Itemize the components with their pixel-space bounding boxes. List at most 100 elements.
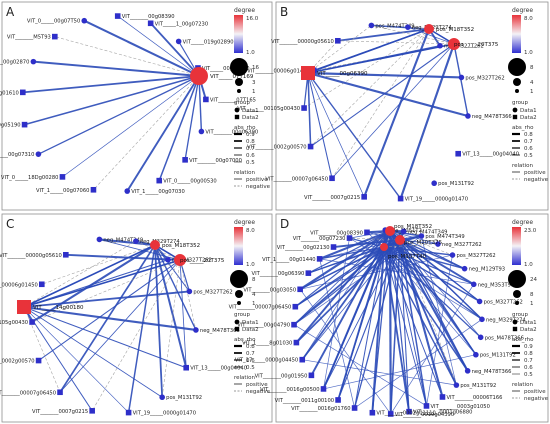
square-node[interactable] (297, 286, 303, 293)
square-node[interactable] (423, 403, 430, 409)
legend-relation-positive: positive (524, 389, 546, 395)
square-node[interactable] (57, 389, 63, 396)
square-node[interactable] (20, 89, 26, 96)
square-node[interactable] (301, 105, 307, 111)
network-edge (407, 26, 455, 45)
square-node[interactable] (125, 409, 132, 416)
square-node[interactable] (305, 270, 312, 276)
circle-node[interactable] (453, 382, 460, 388)
square-node[interactable] (299, 356, 306, 363)
square-node[interactable] (293, 339, 300, 346)
circle-node[interactable] (464, 368, 471, 374)
square-node[interactable] (455, 150, 461, 157)
circle-node[interactable] (461, 265, 468, 272)
square-node[interactable] (387, 411, 394, 417)
circle-node[interactable] (473, 351, 479, 358)
circle-node[interactable] (159, 394, 165, 401)
hub-node[interactable] (385, 226, 395, 236)
node-label: VIT_0_____00g00530 (163, 179, 217, 185)
circle-node[interactable] (405, 24, 411, 30)
square-node[interactable] (291, 321, 297, 328)
legend-size-dot (235, 290, 243, 298)
circle-node[interactable] (124, 188, 131, 194)
square-node[interactable] (21, 121, 28, 128)
legend-relation-negative: negative (246, 389, 271, 395)
circle-node[interactable] (30, 58, 37, 65)
circle-node[interactable] (35, 151, 42, 157)
square-node[interactable] (292, 303, 299, 310)
circle-node[interactable] (96, 236, 103, 243)
square-node[interactable] (335, 397, 341, 403)
square-node[interactable] (156, 177, 163, 184)
circle-node[interactable] (477, 334, 484, 341)
square-node[interactable] (89, 408, 95, 414)
circle-node[interactable] (368, 22, 375, 29)
square-node[interactable] (330, 244, 337, 250)
square-node[interactable] (307, 143, 314, 150)
hub-node[interactable] (424, 24, 434, 34)
circle-node[interactable] (175, 38, 182, 45)
circle-node[interactable] (400, 228, 407, 235)
square-node[interactable] (369, 409, 376, 416)
hub-node[interactable] (190, 67, 208, 85)
circle-node[interactable] (418, 233, 425, 239)
hub-node[interactable] (380, 243, 388, 251)
square-node[interactable] (183, 364, 189, 371)
square-node[interactable] (203, 96, 209, 103)
circle-node[interactable] (81, 17, 88, 24)
circle-node[interactable] (198, 128, 205, 135)
square-node[interactable] (439, 394, 446, 400)
network-edge (23, 306, 129, 413)
circle-node[interactable] (479, 316, 485, 323)
square-node[interactable] (335, 37, 341, 44)
square-node[interactable] (52, 33, 58, 40)
legend-size-value: 3 (252, 80, 256, 86)
legend-degree-tick-high: 16.0 (246, 16, 259, 22)
circle-node[interactable] (449, 252, 456, 258)
legend-group-title: group (512, 312, 528, 318)
square-node[interactable] (35, 357, 42, 364)
square-node[interactable] (364, 229, 370, 236)
circle-node[interactable] (193, 327, 199, 333)
square-node[interactable] (182, 157, 188, 163)
square-node[interactable] (90, 186, 97, 193)
square-node[interactable] (114, 13, 121, 19)
hub-node[interactable] (174, 254, 186, 266)
circle-node[interactable] (186, 288, 193, 295)
hub-node[interactable] (395, 235, 405, 245)
circle-node[interactable] (470, 281, 477, 288)
circle-node[interactable] (476, 298, 483, 305)
square-node[interactable] (316, 256, 323, 262)
circle-node[interactable] (431, 180, 437, 187)
square-node[interactable] (63, 251, 69, 258)
panel-letter: A (6, 5, 15, 19)
square-node[interactable] (308, 372, 315, 379)
square-node[interactable] (59, 174, 66, 180)
square-node[interactable] (346, 235, 353, 241)
circle-node[interactable] (437, 42, 443, 49)
square-node[interactable] (39, 281, 45, 288)
hub-node[interactable] (448, 38, 460, 50)
square-node[interactable] (29, 319, 35, 325)
square-node[interactable] (397, 195, 404, 202)
network-edge (198, 75, 203, 132)
square-node[interactable] (147, 20, 154, 27)
square-node[interactable] (320, 386, 327, 392)
legend-size-dot (513, 290, 521, 298)
square-node[interactable] (351, 405, 358, 411)
network-edge (23, 290, 190, 308)
circle-node[interactable] (435, 241, 441, 247)
square-node[interactable] (406, 408, 412, 415)
circle-node[interactable] (165, 256, 171, 263)
legend-degree-colorbar (512, 15, 521, 53)
legend-relation-title: relation (512, 163, 533, 169)
network-edge (65, 253, 181, 261)
hub-square-node[interactable] (17, 300, 31, 314)
circle-node[interactable] (133, 238, 139, 244)
circle-node[interactable] (465, 113, 471, 119)
hub-square-node[interactable] (301, 66, 315, 80)
circle-node[interactable] (458, 74, 465, 81)
square-node[interactable] (329, 175, 335, 182)
hub-node[interactable] (150, 240, 160, 250)
square-node[interactable] (361, 194, 367, 200)
